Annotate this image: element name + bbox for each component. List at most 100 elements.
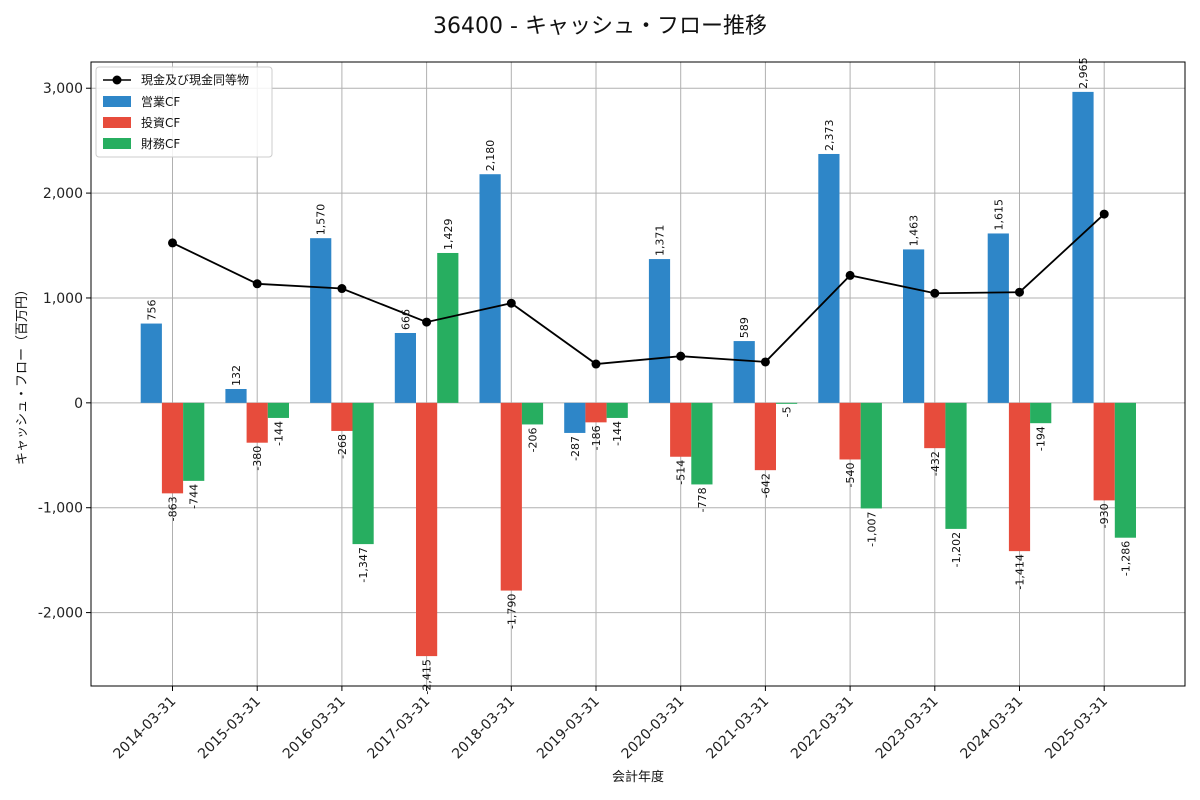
data-label-operating-cf: -287 [569,436,582,461]
bar-investing-cf [1093,402,1115,501]
bar-operating-cf [818,153,840,403]
bar-operating-cf [733,341,755,403]
data-label-investing-cf: -432 [929,451,942,476]
bar-financing-cf [437,252,459,403]
y-tick-label: 3,000 [43,81,83,97]
bar-financing-cf [183,402,205,481]
bar-financing-cf [521,402,544,425]
bar-investing-cf [1008,402,1031,552]
bar-investing-cf [585,402,607,423]
data-label-financing-cf: -194 [1035,426,1048,451]
data-label-investing-cf: -268 [336,434,349,459]
bar-operating-cf [987,233,1009,403]
data-label-operating-cf: 2,373 [823,119,836,151]
data-label-operating-cf: 2,965 [1077,57,1090,89]
legend-swatch-operating [103,96,131,107]
y-tick-label: -1,000 [38,501,83,517]
legend: 現金及び現金同等物 営業CF 投資CF 財務CF [95,66,273,158]
line-point-cash-equivalents [1015,287,1024,297]
data-label-operating-cf: 666 [399,309,412,330]
bar-financing-cf [352,402,374,545]
data-label-financing-cf: -144 [611,421,624,446]
data-label-financing-cf: -744 [188,484,201,509]
data-label-investing-cf: -186 [590,425,603,450]
y-tick-label: -2,000 [38,606,83,622]
legend-swatch-investing [103,117,131,128]
bar-investing-cf [839,402,861,460]
chart-title: 36400 - キャッシュ・フロー推移 [433,14,767,39]
bar-operating-cf [225,388,247,403]
bar-financing-cf [776,402,798,404]
line-point-cash-equivalents [168,238,177,248]
data-label-operating-cf: 132 [230,365,243,386]
bar-financing-cf [691,402,713,485]
line-point-cash-equivalents [591,359,601,369]
data-label-operating-cf: 1,615 [992,199,1005,231]
line-point-cash-equivalents [337,284,347,294]
bar-financing-cf [606,402,628,418]
line-point-cash-equivalents [845,270,855,280]
line-point-cash-equivalents [506,298,516,308]
line-layer [168,209,1109,369]
bar-operating-cf [479,174,501,403]
y-axis-title: キャッシュ・フロー（百万円） [15,283,30,465]
bar-financing-cf [860,402,882,509]
bar-investing-cf [754,402,776,471]
data-label-operating-cf: 589 [738,317,751,338]
bar-operating-cf [903,249,925,403]
plot-frame [90,61,1186,687]
x-axis-title: 会計年度 [612,769,664,785]
data-label-operating-cf: 2,180 [484,140,497,172]
bar-operating-cf [394,332,416,403]
y-tick-label: 0 [74,396,83,412]
bars-layer [140,91,1136,657]
legend-entry-operating: 営業CF [103,95,180,109]
legend-entry-financing: 財務CF [103,136,180,151]
data-label-financing-cf: -1,202 [950,532,963,567]
line-point-cash-equivalents [760,357,770,367]
legend-label-investing: 投資CF [141,115,180,130]
bar-investing-cf [161,402,184,494]
bar-financing-cf [1030,402,1052,424]
bar-investing-cf [500,402,522,591]
data-label-operating-cf: 756 [145,300,158,321]
bar-operating-cf [310,238,332,403]
bar-investing-cf [416,402,438,657]
y-tick-label: 1,000 [43,291,83,307]
line-point-cash-equivalents [422,317,432,327]
data-label-financing-cf: -778 [696,487,709,512]
data-label-investing-cf: -1,790 [505,594,518,629]
data-label-financing-cf: -1,347 [357,547,370,582]
data-label-financing-cf: -5 [781,406,794,417]
data-label-investing-cf: -863 [167,496,180,521]
line-point-cash-equivalents [252,279,262,289]
bar-financing-cf [1114,402,1136,538]
legend-entry-line: 現金及び現金同等物 [103,72,249,87]
bar-operating-cf [648,259,671,403]
legend-swatch-financing [103,138,131,149]
bar-investing-cf [924,402,946,449]
legend-line-marker [112,75,122,85]
legend-entry-investing: 投資CF [103,115,180,130]
data-label-financing-cf: -144 [272,421,285,446]
bar-investing-cf [246,402,268,443]
data-label-financing-cf: -206 [527,427,540,452]
bar-investing-cf [331,402,353,431]
data-label-operating-cf: 1,570 [315,204,328,236]
data-label-operating-cf: 1,463 [908,215,921,247]
data-label-investing-cf: -540 [844,462,857,487]
data-label-financing-cf: -1,286 [1119,541,1132,576]
bar-financing-cf [945,402,967,529]
data-label-investing-cf: -380 [251,446,264,471]
data-label-investing-cf: -642 [759,473,772,498]
bar-financing-cf [267,402,289,418]
line-point-cash-equivalents [676,351,686,361]
bar-operating-cf [140,323,162,403]
line-point-cash-equivalents [1099,209,1109,219]
data-label-operating-cf: 1,371 [654,225,667,257]
data-label-financing-cf: 1,429 [442,218,455,250]
legend-label-cash: 現金及び現金同等物 [141,72,249,87]
bar-investing-cf [670,402,692,457]
